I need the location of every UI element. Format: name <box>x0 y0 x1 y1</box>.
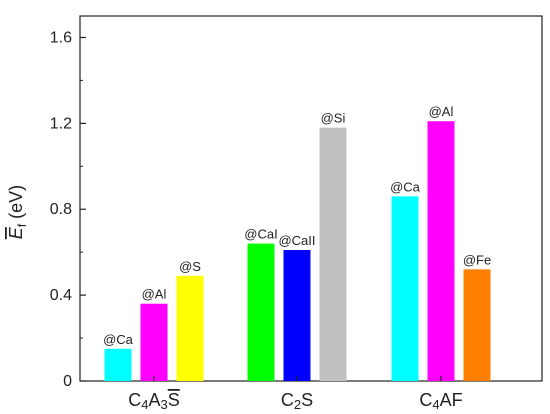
bar <box>283 250 311 381</box>
bar <box>104 348 132 381</box>
x-category-label: C4AF <box>419 390 462 412</box>
bar <box>247 243 275 381</box>
y-tick-label: 0 <box>63 373 72 390</box>
plot-frame <box>79 15 543 382</box>
bar-data-label: @Fe <box>463 252 491 267</box>
bar-data-label: @Si <box>321 111 346 126</box>
bar-data-label: @S <box>179 259 201 274</box>
x-category-label: C4A3S <box>128 390 180 412</box>
bar <box>463 269 491 381</box>
bar-data-label: @CaI <box>244 227 277 242</box>
y-axis-label-sub: f <box>15 223 29 227</box>
bar-data-label: @CaII <box>278 233 315 248</box>
bar <box>319 127 347 381</box>
y-axis-label: Ef (eV) <box>6 185 29 239</box>
y-tick-label: 0.8 <box>50 201 72 218</box>
bar-data-label: @Al <box>142 287 167 302</box>
y-axis-label-unit: (eV) <box>6 185 26 224</box>
bar-data-label: @Ca <box>390 179 421 194</box>
y-axis-label-main: E <box>6 226 26 239</box>
x-category-label: C2S <box>281 390 313 412</box>
plot-area: 0 0.4 0.8 1.2 1.6 @Ca @Al @S @CaI @CaII @Si @Ca @Al @… <box>50 15 543 412</box>
y-tick-label: 0.4 <box>50 287 72 304</box>
y-tick-label: 1.6 <box>50 29 72 46</box>
bar <box>140 303 168 381</box>
y-tick-label: 1.2 <box>50 115 72 132</box>
bar <box>391 196 419 381</box>
bar <box>427 121 455 382</box>
bar-data-label: @Ca <box>103 332 134 347</box>
bar-data-label: @Al <box>429 104 454 119</box>
bar <box>176 275 204 381</box>
